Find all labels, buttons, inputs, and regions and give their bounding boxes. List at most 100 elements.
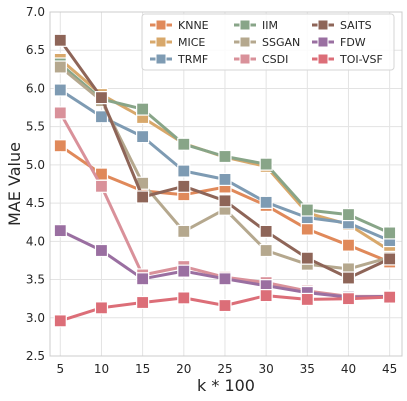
x-tick-label: 40 [341,362,356,376]
x-tick-label: 10 [94,362,109,376]
data-point [341,271,356,285]
data-point [218,272,232,286]
data-point [94,179,109,193]
legend-swatch-marker [317,36,329,48]
data-point [341,207,356,222]
legend-label: KNNE [178,19,209,32]
data-point [94,301,109,315]
legend-swatch-marker [239,36,251,48]
data-point [177,264,191,278]
legend-label: IIM [262,19,278,32]
x-axis-label: k * 100 [197,376,255,395]
data-point [383,252,397,266]
x-tick-label: 15 [135,362,150,376]
legend-swatch-marker [155,36,167,48]
data-point [341,238,356,252]
legend-label: FDW [340,36,366,49]
data-point [218,149,232,164]
legend-label: SSGAN [262,36,300,49]
y-tick-label: 3.0 [26,311,45,325]
data-point [383,290,397,304]
legend-item: TOI-VSF [312,53,383,66]
data-point [383,226,397,240]
legend-swatch-marker [317,19,329,31]
data-point [218,298,232,313]
data-point [136,295,150,310]
data-point [259,224,273,238]
series-layer [53,33,397,328]
data-point [53,314,67,328]
legend-label: TOI-VSF [339,53,383,66]
data-point [300,203,314,217]
legend: KNNE MICE TRMF IIM SSGAN CSDI SAITS FDW TOI-VSF [141,13,395,71]
legend-item: KNNE [150,19,209,32]
data-point [53,139,67,153]
y-axis-label: MAE Value [5,142,24,226]
legend-swatch-marker [317,53,329,65]
data-point [259,195,273,209]
legend-box [141,13,395,71]
data-point [300,292,314,307]
legend-label: TRMF [177,53,208,66]
data-point [218,172,232,187]
data-point [259,157,273,171]
data-point [177,179,191,193]
x-tick-labels: 5 10 15 20 25 30 35 40 45 [56,362,397,376]
data-point [218,194,232,208]
y-tick-label: 2.5 [26,349,45,363]
y-tick-label: 6.0 [26,81,45,95]
legend-item: SAITS [312,19,372,32]
data-point [94,110,109,124]
data-point [94,91,109,105]
data-point [136,102,150,116]
y-tick-labels: 2.5 3.0 3.5 4.0 4.5 5.0 5.5 6.0 6.5 7.0 [26,5,45,363]
legend-swatch-marker [239,19,251,31]
y-tick-label: 5.5 [26,120,45,134]
series-saits [53,33,397,285]
legend-swatch-marker [155,53,167,65]
data-point [53,33,67,47]
data-point [94,243,109,258]
legend-item: CSDI [234,53,288,66]
x-tick-label: 25 [217,362,232,376]
data-point [177,164,191,178]
data-point [300,222,314,236]
legend-item: SSGAN [234,36,300,49]
legend-label: CSDI [262,53,288,66]
y-tick-label: 4.0 [26,234,45,248]
data-point [259,243,273,258]
legend-label: SAITS [340,19,372,32]
y-tick-label: 7.0 [26,5,45,19]
data-point [259,289,273,303]
y-tick-label: 6.5 [26,43,45,57]
y-tick-label: 4.5 [26,196,45,210]
legend-item: TRMF [150,53,208,66]
legend-label: MICE [178,36,205,49]
y-tick-label: 3.5 [26,273,45,287]
data-point [53,106,67,120]
legend-item: FDW [312,36,366,49]
legend-swatch-marker [155,19,167,31]
x-tick-label: 5 [56,362,64,376]
data-point [177,137,191,151]
series-trmf [53,83,397,248]
data-point [136,190,150,204]
y-tick-label: 5.0 [26,158,45,172]
data-point [136,130,150,144]
data-point [53,224,67,238]
series-toi-vsf [53,289,397,328]
data-point [177,291,191,305]
data-point [136,272,150,286]
plot-frame [49,11,403,357]
x-tick-label: 20 [176,362,191,376]
data-point [53,83,67,97]
legend-swatch-marker [239,53,251,65]
x-tick-label: 45 [382,362,397,376]
legend-item: MICE [150,36,205,49]
legend-item: IIM [234,19,278,32]
x-tick-label: 35 [300,362,315,376]
data-point [300,251,314,265]
data-point [177,224,191,238]
data-point [341,292,356,306]
